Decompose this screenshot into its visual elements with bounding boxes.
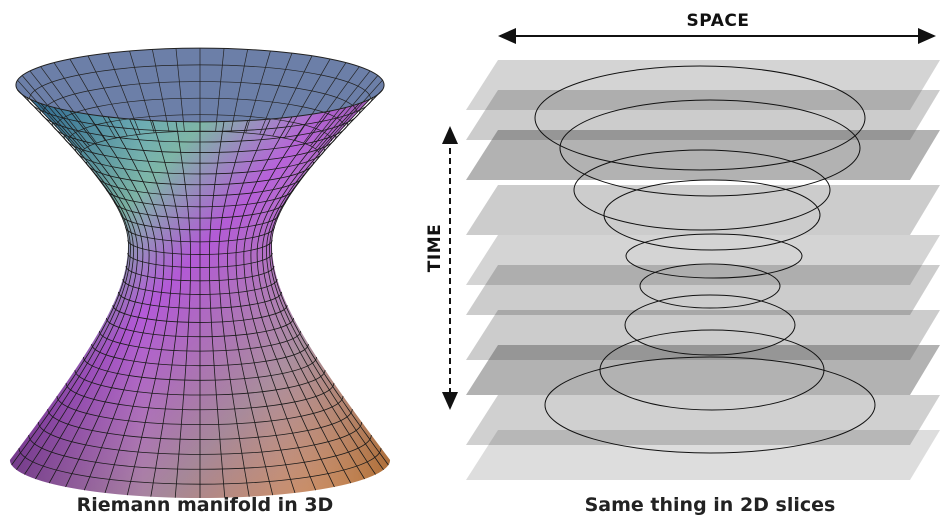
longitude	[235, 116, 296, 494]
inner-longitude	[315, 75, 379, 150]
slice	[466, 430, 940, 480]
longitude	[104, 116, 165, 494]
longitude	[261, 103, 365, 480]
longitude	[243, 113, 317, 491]
time-label: TIME	[425, 224, 445, 272]
inner-longitude	[303, 66, 360, 144]
inner-longitude	[294, 62, 347, 141]
slice	[466, 185, 940, 235]
slice-circle	[559, 99, 861, 197]
longitude	[227, 118, 274, 496]
inner-longitude	[40, 66, 97, 144]
longitude	[24, 98, 134, 475]
longitude	[218, 120, 250, 497]
longitude	[209, 121, 226, 498]
inner-longitude	[215, 48, 225, 132]
slice	[466, 345, 940, 395]
slice-circle	[625, 233, 803, 279]
longitude	[35, 103, 139, 480]
longitude	[126, 118, 173, 496]
inner-longitude	[29, 70, 90, 147]
slice-circle	[624, 294, 796, 356]
inner-longitude	[175, 48, 185, 132]
longitude	[16, 94, 131, 471]
inner-longitude	[69, 58, 116, 139]
right-caption: Same thing in 2D slices	[585, 494, 836, 516]
slice	[466, 235, 940, 285]
longitude	[48, 107, 144, 484]
inner-longitude	[129, 50, 155, 134]
inner-longitude	[284, 58, 331, 139]
inner-longitude	[53, 62, 106, 141]
longitude	[83, 113, 157, 491]
slice	[466, 395, 940, 445]
longitude	[174, 121, 191, 498]
slice-circle	[573, 149, 831, 231]
hyperboloid	[9, 47, 391, 499]
inner-longitude	[21, 75, 85, 150]
slice-circle	[639, 263, 781, 309]
space-label: SPACE	[687, 11, 750, 31]
longitude	[65, 110, 150, 488]
inner-longitude	[17, 79, 82, 153]
slice	[466, 90, 940, 140]
longitude	[250, 110, 335, 488]
slice-circle	[534, 65, 866, 171]
inner-longitude	[259, 52, 293, 135]
longitude	[266, 98, 376, 475]
inner-longitude	[107, 52, 141, 135]
longitude	[256, 107, 352, 484]
left-caption: Riemann manifold in 3D	[77, 494, 334, 516]
slices	[466, 60, 940, 480]
longitude	[150, 120, 182, 497]
longitude	[270, 89, 389, 466]
inner-longitude	[152, 49, 170, 132]
inner-longitude	[245, 50, 271, 134]
slice-circle	[544, 356, 876, 454]
inner-longitude	[230, 49, 248, 132]
slice	[466, 60, 940, 110]
slice	[466, 130, 940, 180]
inner-longitude	[87, 55, 128, 137]
slice	[466, 310, 940, 360]
inner-longitude	[310, 70, 371, 147]
inner-longitude	[318, 79, 383, 153]
slice	[466, 265, 940, 315]
slice-circle	[603, 179, 821, 251]
inner-longitude	[272, 55, 313, 137]
